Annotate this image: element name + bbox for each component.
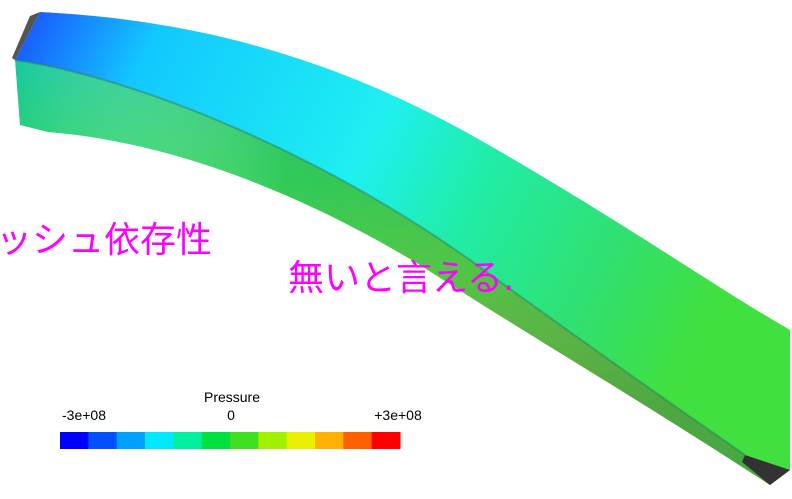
- colorbar-swatch: [173, 432, 202, 449]
- annotation-line: ッシュ依存性: [0, 220, 212, 261]
- colorbar-swatch: [117, 432, 146, 449]
- render-view: ッシュ依存性 無いと言える. Pressure -3e+08 0 +3e+08: [0, 0, 792, 499]
- colorbar-tick-label: +3e+08: [374, 407, 422, 423]
- colorbar-swatch: [202, 432, 231, 449]
- colorbar-title: Pressure: [204, 389, 260, 405]
- colorbar-swatch: [258, 432, 287, 449]
- colorbar-swatch: [343, 432, 372, 449]
- annotation-line: 無いと言える.: [288, 258, 514, 299]
- colorbar-swatch: [60, 432, 89, 449]
- colorbar-swatch: [145, 432, 174, 449]
- colorbar-swatch: [315, 432, 344, 449]
- colorbar-swatch: [230, 432, 259, 449]
- colorbar-tick-label: -3e+08: [62, 407, 106, 423]
- colorbar: [60, 432, 401, 449]
- page: ッシュ依存性 無いと言える. Pressure -3e+08 0 +3e+08 …: [0, 0, 792, 499]
- colorbar-swatch: [88, 432, 117, 449]
- colorbar-swatch: [372, 432, 401, 449]
- colorbar-tick-label: 0: [227, 407, 235, 423]
- colorbar-swatch: [287, 432, 316, 449]
